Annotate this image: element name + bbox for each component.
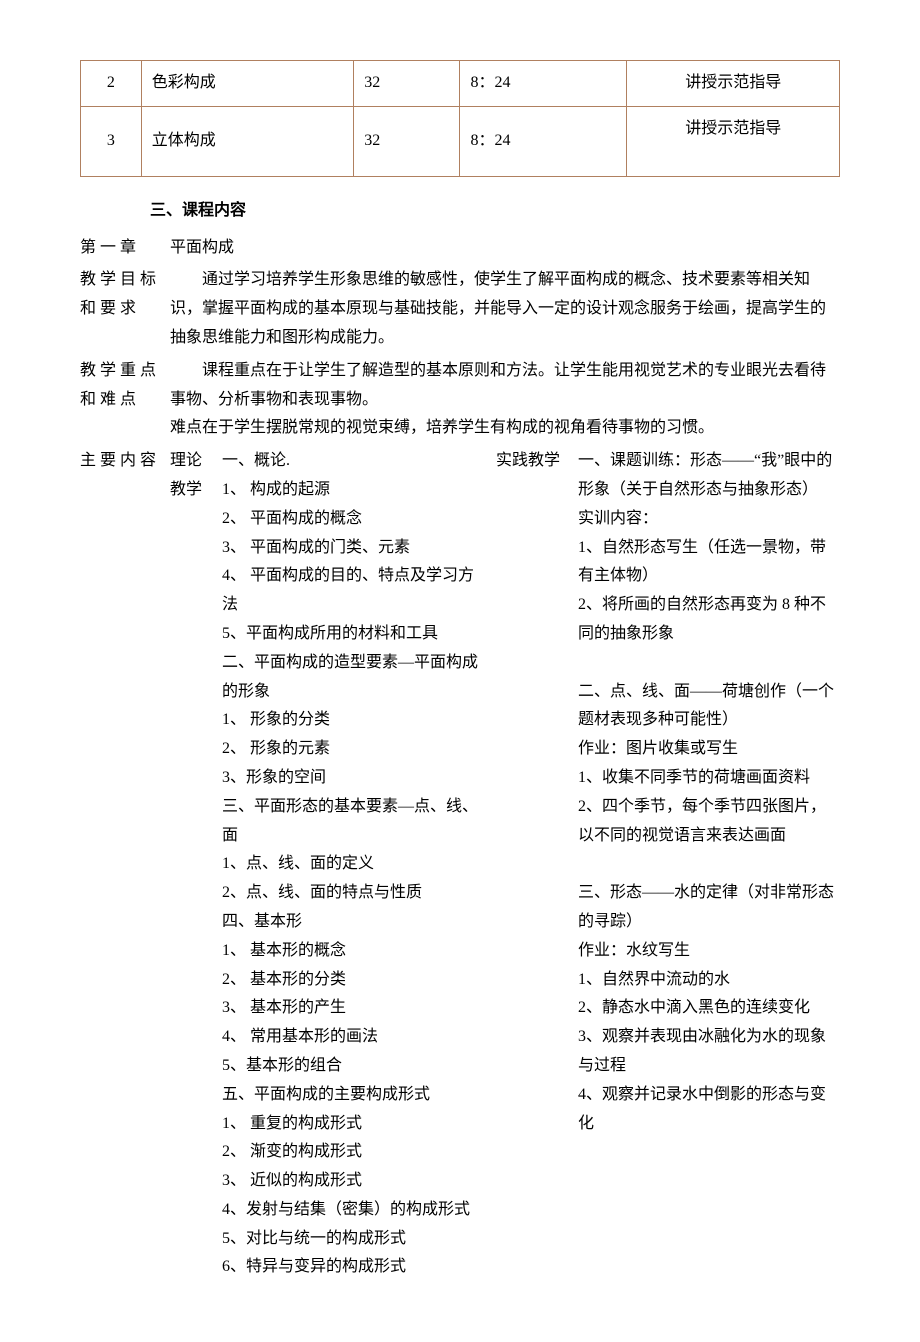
theory-s1-i4: 5、平面构成所用的材料和工具 xyxy=(222,620,484,649)
theory-s2-h: 二、平面构成的造型要素—平面构成的形象 xyxy=(222,649,484,707)
theory-s1-i0: 1、 构成的起源 xyxy=(222,476,484,505)
theory-s2-i1: 2、 形象的元素 xyxy=(222,735,484,764)
theory-s5-i5: 6、特异与变异的构成形式 xyxy=(222,1253,484,1282)
theory-body: 一、概论. 1、 构成的起源 2、 平面构成的概念 3、 平面构成的门类、元素 … xyxy=(222,447,484,1282)
theory-s4-i0: 1、 基本形的概念 xyxy=(222,937,484,966)
theory-s1-i1: 2、 平面构成的概念 xyxy=(222,505,484,534)
theory-s1-i2: 3、 平面构成的门类、元素 xyxy=(222,534,484,563)
cell-hours: 32 xyxy=(354,106,460,176)
goal-text: 通过学习培养学生形象思维的敏感性，使学生了解平面构成的概念、技术要素等相关知识，… xyxy=(170,266,840,352)
focus-text1: 课程重点在于让学生了解造型的基本原则和方法。让学生能用视觉艺术的专业眼光去看待事… xyxy=(170,357,840,415)
theory-s3-i1: 2、点、线、面的特点与性质 xyxy=(222,879,484,908)
practice-b1-sub: 实训内容： xyxy=(578,505,840,534)
focus-label: 教学重点和难点 xyxy=(80,357,170,443)
theory-s1-i3: 4、 平面构成的目的、特点及学习方法 xyxy=(222,562,484,620)
theory-s5-i0: 1、 重复的构成形式 xyxy=(222,1110,484,1139)
practice-b3-i3: 4、观察并记录水中倒影的形态与变化 xyxy=(578,1081,840,1139)
cell-idx: 2 xyxy=(81,61,142,107)
practice-b2-i1: 2、四个季节，每个季节四张图片，以不同的视觉语言来表达画面 xyxy=(578,793,840,851)
table-row: 2 色彩构成 32 8：24 讲授示范指导 xyxy=(81,61,840,107)
theory-s3-h: 三、平面形态的基本要素—点、线、面 xyxy=(222,793,484,851)
table-row: 3 立体构成 32 8：24 讲授示范指导 xyxy=(81,106,840,176)
cell-name: 立体构成 xyxy=(141,106,354,176)
theory-s4-i1: 2、 基本形的分类 xyxy=(222,966,484,995)
practice-b3-sub: 作业：水纹写生 xyxy=(578,937,840,966)
main-label: 主要内容 xyxy=(80,447,170,1282)
cell-method: 讲授示范指导 xyxy=(627,106,840,176)
cell-hours: 32 xyxy=(354,61,460,107)
cell-ratio: 8：24 xyxy=(460,61,627,107)
theory-s5-h: 五、平面构成的主要构成形式 xyxy=(222,1081,484,1110)
chapter-label: 第一章 xyxy=(80,234,170,263)
section-heading: 三、课程内容 xyxy=(150,197,840,226)
course-table: 2 色彩构成 32 8：24 讲授示范指导 3 立体构成 32 8：24 讲授示… xyxy=(80,60,840,177)
cell-ratio: 8：24 xyxy=(460,106,627,176)
theory-s3-i0: 1、点、线、面的定义 xyxy=(222,850,484,879)
practice-b1-i0: 1、自然形态写生（任选一景物，带有主体物） xyxy=(578,534,840,592)
theory-s4-i3: 4、 常用基本形的画法 xyxy=(222,1023,484,1052)
theory-s4-h: 四、基本形 xyxy=(222,908,484,937)
theory-s5-i2: 3、 近似的构成形式 xyxy=(222,1167,484,1196)
practice-b2-h: 二、点、线、面——荷塘创作（一个题材表现多种可能性） xyxy=(578,678,840,736)
practice-b3-i1: 2、静态水中滴入黑色的连续变化 xyxy=(578,994,840,1023)
theory-s2-i2: 3、形象的空间 xyxy=(222,764,484,793)
cell-name: 色彩构成 xyxy=(141,61,354,107)
focus-text2: 难点在于学生摆脱常规的视觉束缚，培养学生有构成的视角看待事物的习惯。 xyxy=(170,414,840,443)
cell-idx: 3 xyxy=(81,106,142,176)
theory-s5-i1: 2、 渐变的构成形式 xyxy=(222,1138,484,1167)
practice-b1-i1: 2、将所画的自然形态再变为 8 种不同的抽象形象 xyxy=(578,591,840,649)
practice-b3-i0: 1、自然界中流动的水 xyxy=(578,966,840,995)
cell-method: 讲授示范指导 xyxy=(627,61,840,107)
practice-b3-h: 三、形态——水的定律（对非常形态的寻踪） xyxy=(578,879,840,937)
practice-b2-sub: 作业：图片收集或写生 xyxy=(578,735,840,764)
theory-s4-i2: 3、 基本形的产生 xyxy=(222,994,484,1023)
practice-b1-h: 一、课题训练：形态——“我”眼中的形象（关于自然形态与抽象形态） xyxy=(578,447,840,505)
theory-s5-i3: 4、发射与结集（密集）的构成形式 xyxy=(222,1196,484,1225)
theory-s2-i0: 1、 形象的分类 xyxy=(222,706,484,735)
theory-s5-i4: 5、对比与统一的构成形式 xyxy=(222,1225,484,1254)
theory-label: 理论教学 xyxy=(170,447,210,1282)
practice-b3-i2: 3、观察并表现由冰融化为水的现象与过程 xyxy=(578,1023,840,1081)
practice-body: 一、课题训练：形态——“我”眼中的形象（关于自然形态与抽象形态） 实训内容： 1… xyxy=(578,447,840,1282)
chapter-title: 平面构成 xyxy=(170,234,840,263)
theory-s4-i4: 5、基本形的组合 xyxy=(222,1052,484,1081)
practice-label: 实践教学 xyxy=(496,447,566,1282)
practice-b2-i0: 1、收集不同季节的荷塘画面资料 xyxy=(578,764,840,793)
theory-s1-h: 一、概论. xyxy=(222,447,484,476)
goal-label: 教学目标和要求 xyxy=(80,266,170,352)
